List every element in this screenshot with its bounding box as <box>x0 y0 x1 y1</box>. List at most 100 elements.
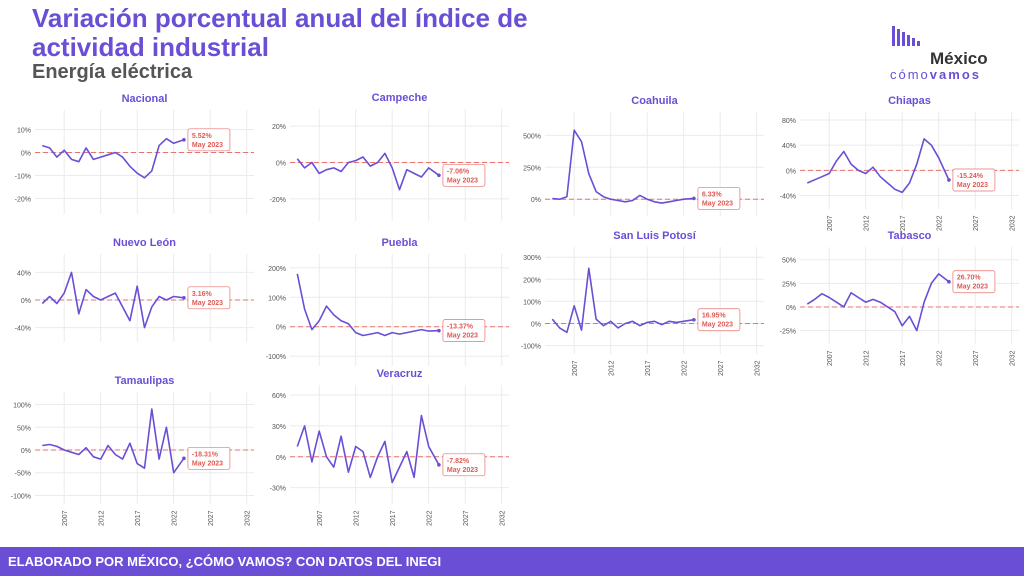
data-label-value: -13.37% <box>447 324 474 331</box>
y-tick-label: -10% <box>15 174 31 181</box>
y-tick-label: 40% <box>782 143 796 150</box>
y-tick-label: 60% <box>272 393 286 400</box>
chart-title: San Luis Potosí <box>613 230 696 242</box>
x-tick-label: 2017 <box>900 350 907 366</box>
chart-panel: Chiapas 2007 2012 2017 2022 2027 2032 -40% 0% 40%… <box>780 95 1019 231</box>
x-tick-label: 2022 <box>937 350 944 366</box>
data-label-box <box>952 270 996 294</box>
x-tick-label: 2012 <box>609 360 616 376</box>
x-tick-label: 2007 <box>572 360 579 376</box>
y-tick-label: 0% <box>531 321 541 328</box>
data-label-date: May 2023 <box>447 467 478 474</box>
data-label-date: May 2023 <box>447 333 478 340</box>
x-tick-label: 2027 <box>718 360 725 376</box>
y-tick-label: -40% <box>15 326 31 333</box>
y-tick-label: -20% <box>270 197 286 204</box>
y-tick-label: 100% <box>268 295 286 302</box>
chart-title: Coahuila <box>631 95 678 107</box>
x-tick-label: 2022 <box>427 510 434 526</box>
data-label-value: 16.95% <box>702 313 727 320</box>
chart-panel: Nacional -20% -10% 0% 10% 5.52% May 2023 <box>15 93 254 214</box>
x-tick-label: 2032 <box>500 510 507 526</box>
y-tick-label: -20% <box>15 197 31 204</box>
y-tick-label: 300% <box>523 255 541 262</box>
x-tick-label: 2017 <box>900 215 907 231</box>
data-label-date: May 2023 <box>702 322 733 329</box>
y-tick-label: 250% <box>523 165 541 172</box>
y-tick-label: -50% <box>15 471 31 478</box>
series-line <box>42 137 185 179</box>
data-label-box <box>442 319 486 342</box>
x-tick-label: 2007 <box>827 215 834 231</box>
chart-title: Veracruz <box>377 368 423 380</box>
logo-name-light: cómo <box>890 67 930 82</box>
x-tick-label: 2012 <box>864 215 871 231</box>
svg-text:cómovamos: cómovamos <box>890 67 981 82</box>
x-tick-label: 2032 <box>755 360 762 376</box>
y-tick-label: 500% <box>523 133 541 140</box>
page-title: Variación porcentual anual del índice de… <box>32 3 528 62</box>
page-subtitle: Energía eléctrica <box>32 61 193 83</box>
y-tick-label: 0% <box>786 305 796 312</box>
data-label-date: May 2023 <box>702 200 733 207</box>
data-label-value: -7.82% <box>447 458 470 465</box>
x-tick-label: 2027 <box>208 510 215 526</box>
x-tick-label: 2022 <box>682 360 689 376</box>
data-point <box>692 196 696 201</box>
y-tick-label: 0% <box>786 168 796 175</box>
data-label-value: 6.33% <box>702 191 723 198</box>
y-tick-label: 0% <box>276 455 286 462</box>
data-label-date: May 2023 <box>447 177 478 184</box>
x-tick-label: 2027 <box>463 510 470 526</box>
x-tick-label: 2007 <box>827 350 834 366</box>
chart-panel: Coahuila 0% 250% 500% 6.33% May 2023 <box>523 95 764 216</box>
chart-panel: San Luis Potosí 2007 2012 2017 2022 2027 2032 -… <box>521 230 764 376</box>
y-tick-label: -40% <box>780 194 796 201</box>
y-tick-label: 100% <box>523 299 541 306</box>
y-tick-label: 0% <box>531 197 541 204</box>
data-point <box>182 138 186 142</box>
mexico-como-vamos-logo: México cómovamos <box>890 26 988 82</box>
y-tick-label: 200% <box>268 266 286 273</box>
y-tick-label: 10% <box>17 128 31 135</box>
y-tick-label: 20% <box>272 124 286 131</box>
x-tick-label: 2027 <box>973 350 980 366</box>
series-line <box>296 273 439 337</box>
y-tick-label: 0% <box>21 448 31 455</box>
x-tick-label: 2017 <box>390 510 397 526</box>
chart-title: Nuevo León <box>113 237 176 249</box>
data-label-value: 3.16% <box>192 291 213 298</box>
chart-title: Chiapas <box>888 95 931 107</box>
y-tick-label: 50% <box>17 425 31 432</box>
series-line <box>41 271 185 329</box>
data-point <box>437 173 441 178</box>
chart-title: Campeche <box>372 92 428 104</box>
data-label-date: May 2023 <box>192 460 223 467</box>
data-label-box <box>187 446 231 470</box>
chart-panel: Campeche -20% 0% 20% -7.06% May 2023 <box>270 92 509 221</box>
chart-title: Nacional <box>122 93 168 105</box>
data-point <box>437 463 441 467</box>
data-label-date: May 2023 <box>192 300 223 307</box>
y-tick-label: 0% <box>21 298 31 305</box>
y-tick-label: 0% <box>276 160 286 167</box>
data-point <box>182 456 186 461</box>
chart-title: Tabasco <box>888 230 932 242</box>
x-tick-label: 2032 <box>1010 350 1017 366</box>
data-label-date: May 2023 <box>957 182 988 189</box>
series-line <box>806 273 950 332</box>
x-tick-label: 2007 <box>317 510 324 526</box>
y-tick-label: -30% <box>270 486 286 493</box>
chart-title: Tamaulipas <box>115 375 175 387</box>
data-label-box <box>442 453 486 477</box>
data-label-value: 5.52% <box>192 133 213 140</box>
data-label-box <box>187 128 231 152</box>
chart-panel: Nuevo León -40% 0% 40% 3.16% May 2023 <box>15 237 254 342</box>
y-tick-label: 0% <box>276 325 286 332</box>
series-line <box>296 414 440 484</box>
series-line <box>806 138 950 194</box>
y-tick-label: 25% <box>782 281 796 288</box>
data-label-box <box>187 286 231 310</box>
data-label-box <box>697 308 741 332</box>
footer-source: ELABORADO POR MÉXICO, ¿CÓMO VAMOS? CON D… <box>0 547 1024 576</box>
